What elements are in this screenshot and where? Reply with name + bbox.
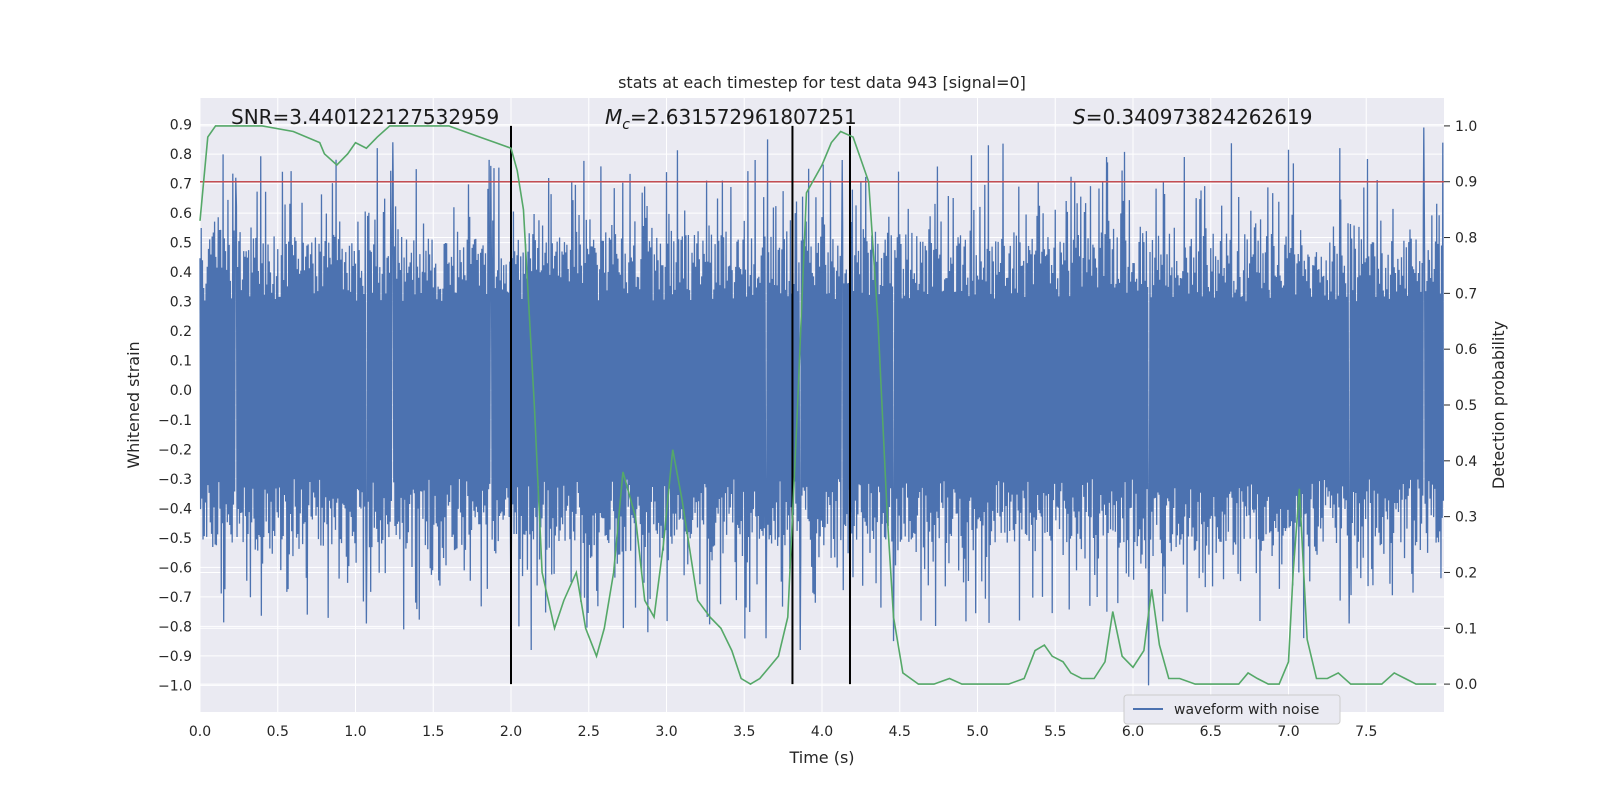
y-left-tick-label: 0.9 — [170, 118, 192, 134]
x-axis-label: Time (s) — [788, 748, 854, 767]
y-left-tick-label: 0.7 — [170, 177, 192, 193]
y-left-tick-label: −0.2 — [158, 442, 192, 458]
x-tick-label: 2.5 — [578, 724, 600, 740]
x-tick-label: 1.5 — [422, 724, 444, 740]
y-right-tick-label: 0.4 — [1455, 454, 1477, 470]
detection-probability-line — [199, 125, 1437, 686]
y-left-tick-label: 0.1 — [170, 354, 192, 370]
y-left-tick-label: 0.4 — [170, 265, 192, 281]
legend-label-waveform: waveform with noise — [1174, 702, 1319, 718]
y-left-tick-label: −0.6 — [158, 560, 192, 576]
legend: waveform with noise — [1123, 694, 1341, 725]
y-left-tick-label: −0.8 — [158, 619, 192, 635]
y-right-tick-label: 0.2 — [1455, 565, 1477, 581]
waveform-series — [199, 127, 1445, 686]
y-left-axis-ticks: 0.9 0.8 0.7 0.6 0.5 0.4 0.3 0.2 0.1 0.0 −0.1 −0.2 −0… — [158, 118, 192, 695]
x-tick-label: 0.0 — [189, 724, 211, 740]
y-left-tick-label: 0.6 — [170, 206, 192, 222]
y-right-tick-label: 0.8 — [1455, 231, 1477, 247]
chirp-mass-symbol: M — [605, 105, 622, 129]
vertical-markers — [510, 125, 851, 685]
y-left-tick-label: 0.5 — [170, 236, 192, 252]
y-left-tick-label: −0.3 — [158, 472, 192, 488]
y-right-tick-label: 0.9 — [1455, 175, 1477, 191]
y-right-tick-label: 1.0 — [1455, 119, 1477, 135]
x-tick-label: 0.5 — [267, 724, 289, 740]
y-left-axis-label: Whitened strain — [124, 341, 143, 468]
s-value: =0.340973824262619 — [1086, 105, 1313, 129]
snr-annotation: SNR=3.440122127532959 — [231, 105, 499, 129]
x-tick-label: 6.0 — [1122, 724, 1144, 740]
chirp-mass-value: =2.631572961807251 — [630, 105, 857, 129]
x-tick-label: 6.5 — [1200, 724, 1222, 740]
y-left-tick-label: −0.7 — [158, 590, 192, 606]
x-tick-label: 7.0 — [1277, 724, 1299, 740]
s-symbol: S — [1073, 105, 1086, 129]
y-left-tick-label: −1.0 — [158, 678, 192, 694]
s-annotation: S=0.340973824262619 — [1073, 105, 1312, 129]
x-tick-label: 3.0 — [655, 724, 677, 740]
y-left-tick-label: 0.3 — [170, 295, 192, 311]
y-right-tick-label: 0.3 — [1455, 510, 1477, 526]
y-right-tick-label: 0.6 — [1455, 342, 1477, 358]
x-tick-label: 5.0 — [966, 724, 988, 740]
y-right-tick-label: 0.1 — [1455, 621, 1477, 637]
x-tick-label: 1.0 — [344, 724, 366, 740]
chart-title: stats at each timestep for test data 943… — [618, 73, 1026, 92]
y-left-tick-label: −0.1 — [158, 413, 192, 429]
waveform-line — [199, 127, 1445, 686]
x-tick-label: 4.0 — [811, 724, 833, 740]
y-right-tick-label: 0.0 — [1455, 677, 1477, 693]
y-right-tick-label: 0.7 — [1455, 286, 1477, 302]
x-tick-label: 5.5 — [1044, 724, 1066, 740]
y-left-tick-label: −0.4 — [158, 501, 192, 517]
y-right-tick-label: 0.5 — [1455, 398, 1477, 414]
y-left-tick-label: −0.5 — [158, 531, 192, 547]
x-tick-label: 7.5 — [1355, 724, 1377, 740]
x-axis-ticks: 0.0 0.5 1.0 1.5 2.0 2.5 3.0 3.5 4.0 4.5 5.0 5.5 6.0 6… — [189, 724, 1378, 740]
x-tick-label: 3.5 — [733, 724, 755, 740]
chirp-mass-annotation: Mc=2.631572961807251 — [605, 105, 857, 133]
y-left-tick-label: 0.8 — [170, 147, 192, 163]
y-right-axis-ticks: 1.0 0.9 0.8 0.7 0.6 0.5 0.4 0.3 0.2 0.1 0.0 — [1444, 119, 1477, 693]
y-left-tick-label: 0.2 — [170, 324, 192, 340]
y-left-tick-label: −0.9 — [158, 649, 192, 665]
chirp-mass-subscript: c — [622, 117, 630, 133]
legend-box — [1123, 694, 1341, 725]
x-tick-label: 2.0 — [500, 724, 522, 740]
y-left-tick-label: 0.0 — [170, 383, 192, 399]
x-tick-label: 4.5 — [889, 724, 911, 740]
y-right-axis-label: Detection probability — [1489, 321, 1508, 489]
